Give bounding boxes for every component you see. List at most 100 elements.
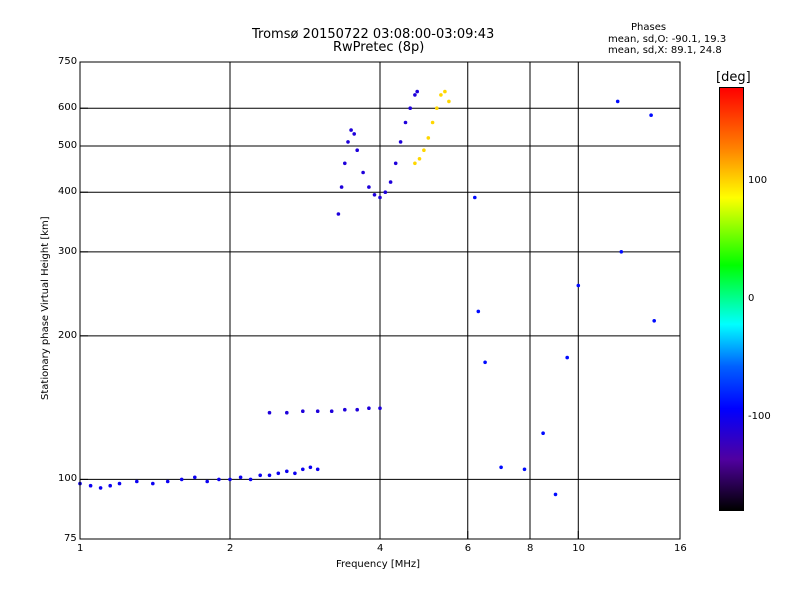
- y-axis-label: Stationary phase Virtual Height [km]: [40, 216, 51, 400]
- data-point: [346, 140, 350, 144]
- data-point: [383, 190, 388, 194]
- data-point: [165, 479, 170, 484]
- data-point: [205, 479, 209, 484]
- data-point: [301, 467, 305, 472]
- data-point: [355, 407, 360, 412]
- data-point: [336, 212, 341, 216]
- data-point: [315, 409, 320, 414]
- chart-title: Tromsø 20150722 03:08:00-03:09:43: [252, 27, 495, 42]
- data-point: [151, 481, 155, 486]
- data-point: [258, 473, 263, 478]
- data-point: [413, 93, 417, 97]
- data-point: [308, 465, 313, 470]
- data-point: [576, 283, 581, 288]
- data-point: [388, 180, 393, 184]
- y-tick-label: 100: [58, 473, 78, 485]
- data-point: [88, 483, 93, 488]
- data-point: [652, 319, 656, 323]
- data-point: [417, 157, 422, 161]
- data-point: [430, 120, 435, 125]
- x-tick-label: 8: [527, 543, 534, 554]
- data-point: [117, 481, 122, 486]
- data-point: [408, 106, 413, 110]
- data-point: [619, 250, 624, 254]
- x-tick-label: 1: [77, 543, 84, 554]
- y-tick-label: 500: [58, 139, 78, 151]
- data-point: [339, 185, 344, 189]
- data-point: [301, 409, 305, 414]
- data-point: [372, 193, 377, 197]
- data-point: [108, 483, 112, 488]
- data-point: [267, 473, 272, 478]
- colorbar-tick-label: -100: [748, 410, 771, 422]
- chart-subtitle: RwPretec (8p): [333, 40, 425, 55]
- phases-label: Phases: [631, 22, 667, 33]
- data-point: [476, 309, 481, 314]
- data-point: [276, 471, 281, 476]
- data-point: [343, 161, 347, 166]
- data-point: [315, 467, 320, 472]
- data-point: [329, 409, 334, 414]
- y-tick-label: 200: [58, 329, 78, 341]
- phase-colorbar: [719, 87, 744, 511]
- x-tick-label: 16: [674, 543, 687, 554]
- colorbar-tick-label: 0: [748, 293, 755, 304]
- data-point: [426, 136, 431, 140]
- y-tick-label: 300: [58, 245, 78, 257]
- data-point: [565, 355, 569, 360]
- x-tick-marks: [79, 531, 681, 539]
- data-point: [267, 410, 272, 415]
- data-point: [352, 132, 357, 136]
- data-point: [499, 465, 503, 470]
- data-point: [413, 161, 417, 166]
- data-point: [403, 120, 408, 125]
- data-point: [522, 467, 527, 472]
- data-point: [343, 407, 347, 412]
- data-point: [135, 479, 139, 484]
- data-point: [398, 140, 403, 144]
- colorbar-unit-label: [deg]: [716, 70, 751, 85]
- data-point: [193, 475, 197, 480]
- data-point: [443, 89, 447, 94]
- data-point: [238, 475, 243, 480]
- data-point: [355, 148, 360, 152]
- data-point: [615, 99, 620, 104]
- data-point: [285, 469, 289, 474]
- data-point: [422, 148, 426, 152]
- data-points: [78, 89, 656, 497]
- data-point: [248, 477, 253, 482]
- data-point: [473, 195, 477, 200]
- phases-o-mode-stats: mean, sd,O: -90.1, 19.3: [608, 34, 727, 45]
- data-point: [179, 477, 184, 482]
- grid: [80, 62, 680, 539]
- data-point: [447, 99, 451, 104]
- data-point: [98, 486, 103, 490]
- data-point: [378, 406, 382, 411]
- y-tick-label: 600: [58, 102, 78, 114]
- data-point: [541, 431, 545, 436]
- data-point: [415, 89, 420, 94]
- x-tick-label: 10: [572, 543, 586, 554]
- data-point: [228, 477, 232, 482]
- data-point: [293, 471, 297, 476]
- data-point: [483, 360, 487, 365]
- y-tick-marks: [80, 61, 88, 540]
- data-point: [393, 161, 398, 166]
- data-point: [378, 195, 382, 200]
- data-point: [553, 492, 558, 497]
- data-point: [285, 410, 289, 415]
- phases-x-mode-stats: mean, sd,X: 89.1, 24.8: [608, 45, 722, 56]
- x-axis-label: Frequency [MHz]: [336, 559, 421, 570]
- data-point: [367, 406, 371, 411]
- data-point: [649, 113, 653, 117]
- y-tick-label: 75: [64, 533, 77, 544]
- data-point: [361, 170, 365, 175]
- data-point: [217, 477, 221, 482]
- y-tick-label: 400: [58, 186, 78, 198]
- x-tick-label: 2: [227, 543, 234, 554]
- data-point: [349, 128, 353, 132]
- colorbar-tick-label: 100: [748, 175, 768, 187]
- x-tick-label: 4: [377, 543, 384, 554]
- y-tick-label: 750: [58, 56, 78, 67]
